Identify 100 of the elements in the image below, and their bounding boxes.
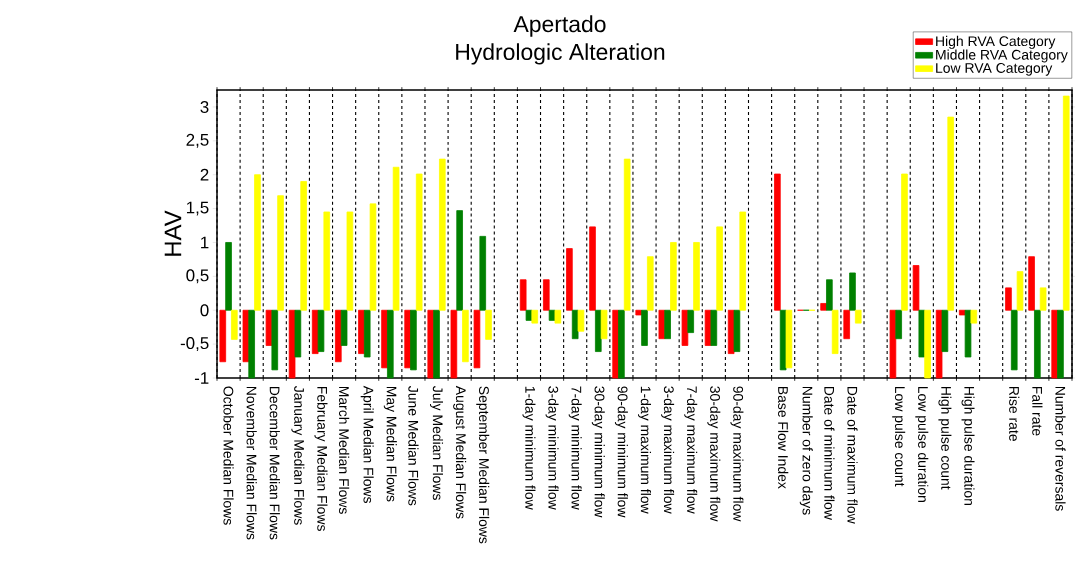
bar (554, 309, 562, 324)
bar (1057, 309, 1064, 379)
bar (242, 309, 250, 363)
bar (294, 309, 302, 358)
bar (785, 309, 793, 369)
bar (623, 158, 631, 311)
bar (739, 211, 747, 311)
bar (826, 279, 833, 311)
x-tick-label: November Median Flows (246, 386, 257, 540)
bar (427, 309, 435, 379)
bar (1028, 256, 1035, 311)
x-tick-label: 1-day minimum flow (522, 386, 536, 510)
bar (970, 309, 978, 324)
x-tick-label: Date of maximum flow (847, 386, 858, 524)
y-tick-label: 0 (200, 304, 209, 317)
x-tick-label: Number of zero days (799, 386, 813, 515)
bar (895, 309, 902, 340)
bar (889, 309, 897, 379)
x-tick-label: April Median Flows (360, 385, 374, 504)
bar (317, 309, 325, 352)
y-tick-label: 1,5 (186, 201, 209, 216)
x-tick-label: Low pulse count (892, 386, 906, 487)
bar (716, 226, 723, 311)
bar (450, 309, 458, 379)
bar (485, 309, 492, 340)
bar (543, 279, 550, 311)
x-tick-label: 30-day minimum flow (591, 386, 605, 518)
bar (1034, 309, 1041, 379)
bar (346, 211, 354, 311)
x-tick-label: Date of minimum flow (824, 386, 835, 520)
bar (687, 309, 695, 333)
bar (479, 235, 487, 311)
bar (774, 173, 781, 311)
x-tick-label: 3-day maximum flow (661, 386, 675, 514)
bar (531, 309, 539, 324)
bar (849, 272, 856, 311)
bar (231, 309, 238, 340)
bar (323, 211, 331, 311)
bar (363, 309, 371, 358)
x-tick-label: December Median Flows (269, 386, 280, 540)
bar (670, 242, 677, 311)
bar (369, 203, 377, 311)
bar (271, 309, 279, 371)
bar (300, 181, 307, 311)
bar (566, 248, 573, 311)
bar (248, 309, 255, 379)
bar (964, 309, 972, 358)
bar (820, 303, 827, 311)
bar (854, 309, 862, 324)
bar (219, 309, 227, 363)
bar (733, 309, 741, 352)
x-tick-label: 30-day maximum flow (707, 386, 721, 522)
x-tick-label: February Median Flows (314, 386, 328, 531)
bar (641, 309, 648, 346)
bar (941, 309, 949, 352)
bar (577, 309, 585, 332)
bar (1039, 287, 1047, 311)
x-tick-label: October Median Flows (223, 386, 234, 525)
bar (473, 309, 481, 369)
legend-label: High RVA Category (936, 35, 1056, 49)
bar (519, 279, 527, 311)
bar (924, 309, 931, 379)
y-axis-title: HAV (164, 210, 182, 256)
x-tick-label: March Median Flows (338, 386, 350, 514)
x-tick-label: August Median Flows (453, 385, 467, 519)
bar (456, 210, 463, 311)
bar (387, 309, 394, 379)
chart-subtitle: Hydrologic Alteration (456, 43, 665, 65)
x-tick-label: 1-day maximum flow (638, 386, 652, 514)
x-tick-label: Base Flow Index (778, 386, 789, 489)
y-tick-label: -0,5 (180, 337, 209, 352)
bar (358, 309, 365, 355)
y-tick-label: 3 (200, 100, 209, 113)
bar (225, 242, 232, 311)
bar (635, 309, 643, 316)
bar (462, 309, 469, 363)
x-tick-label: Fall rate (1032, 386, 1043, 436)
bar (1010, 309, 1018, 371)
bar (265, 309, 273, 346)
y-tick-label: 2,5 (186, 133, 209, 148)
bar (618, 309, 625, 379)
x-tick-label: 3-day minimum flow (545, 386, 559, 510)
x-tick-label: June Median Flows (408, 385, 419, 506)
chart-title: Apertado (513, 15, 606, 37)
bar (600, 309, 608, 340)
legend-label: Low RVA Category (936, 63, 1053, 76)
y-tick-label: 2 (200, 168, 209, 181)
y-tick-label: 1 (201, 236, 209, 249)
bar (439, 158, 446, 311)
bar (646, 256, 654, 311)
x-tick-label: July Median Flows (430, 385, 444, 500)
x-tick-label: High pulse count (938, 386, 952, 490)
bar (1051, 309, 1058, 379)
bar (381, 309, 388, 369)
bar (277, 195, 284, 311)
x-tick-label: 7-day minimum flow (568, 386, 582, 510)
bar (831, 309, 839, 355)
bar (710, 309, 718, 346)
bar (918, 309, 926, 358)
bar (433, 309, 440, 379)
